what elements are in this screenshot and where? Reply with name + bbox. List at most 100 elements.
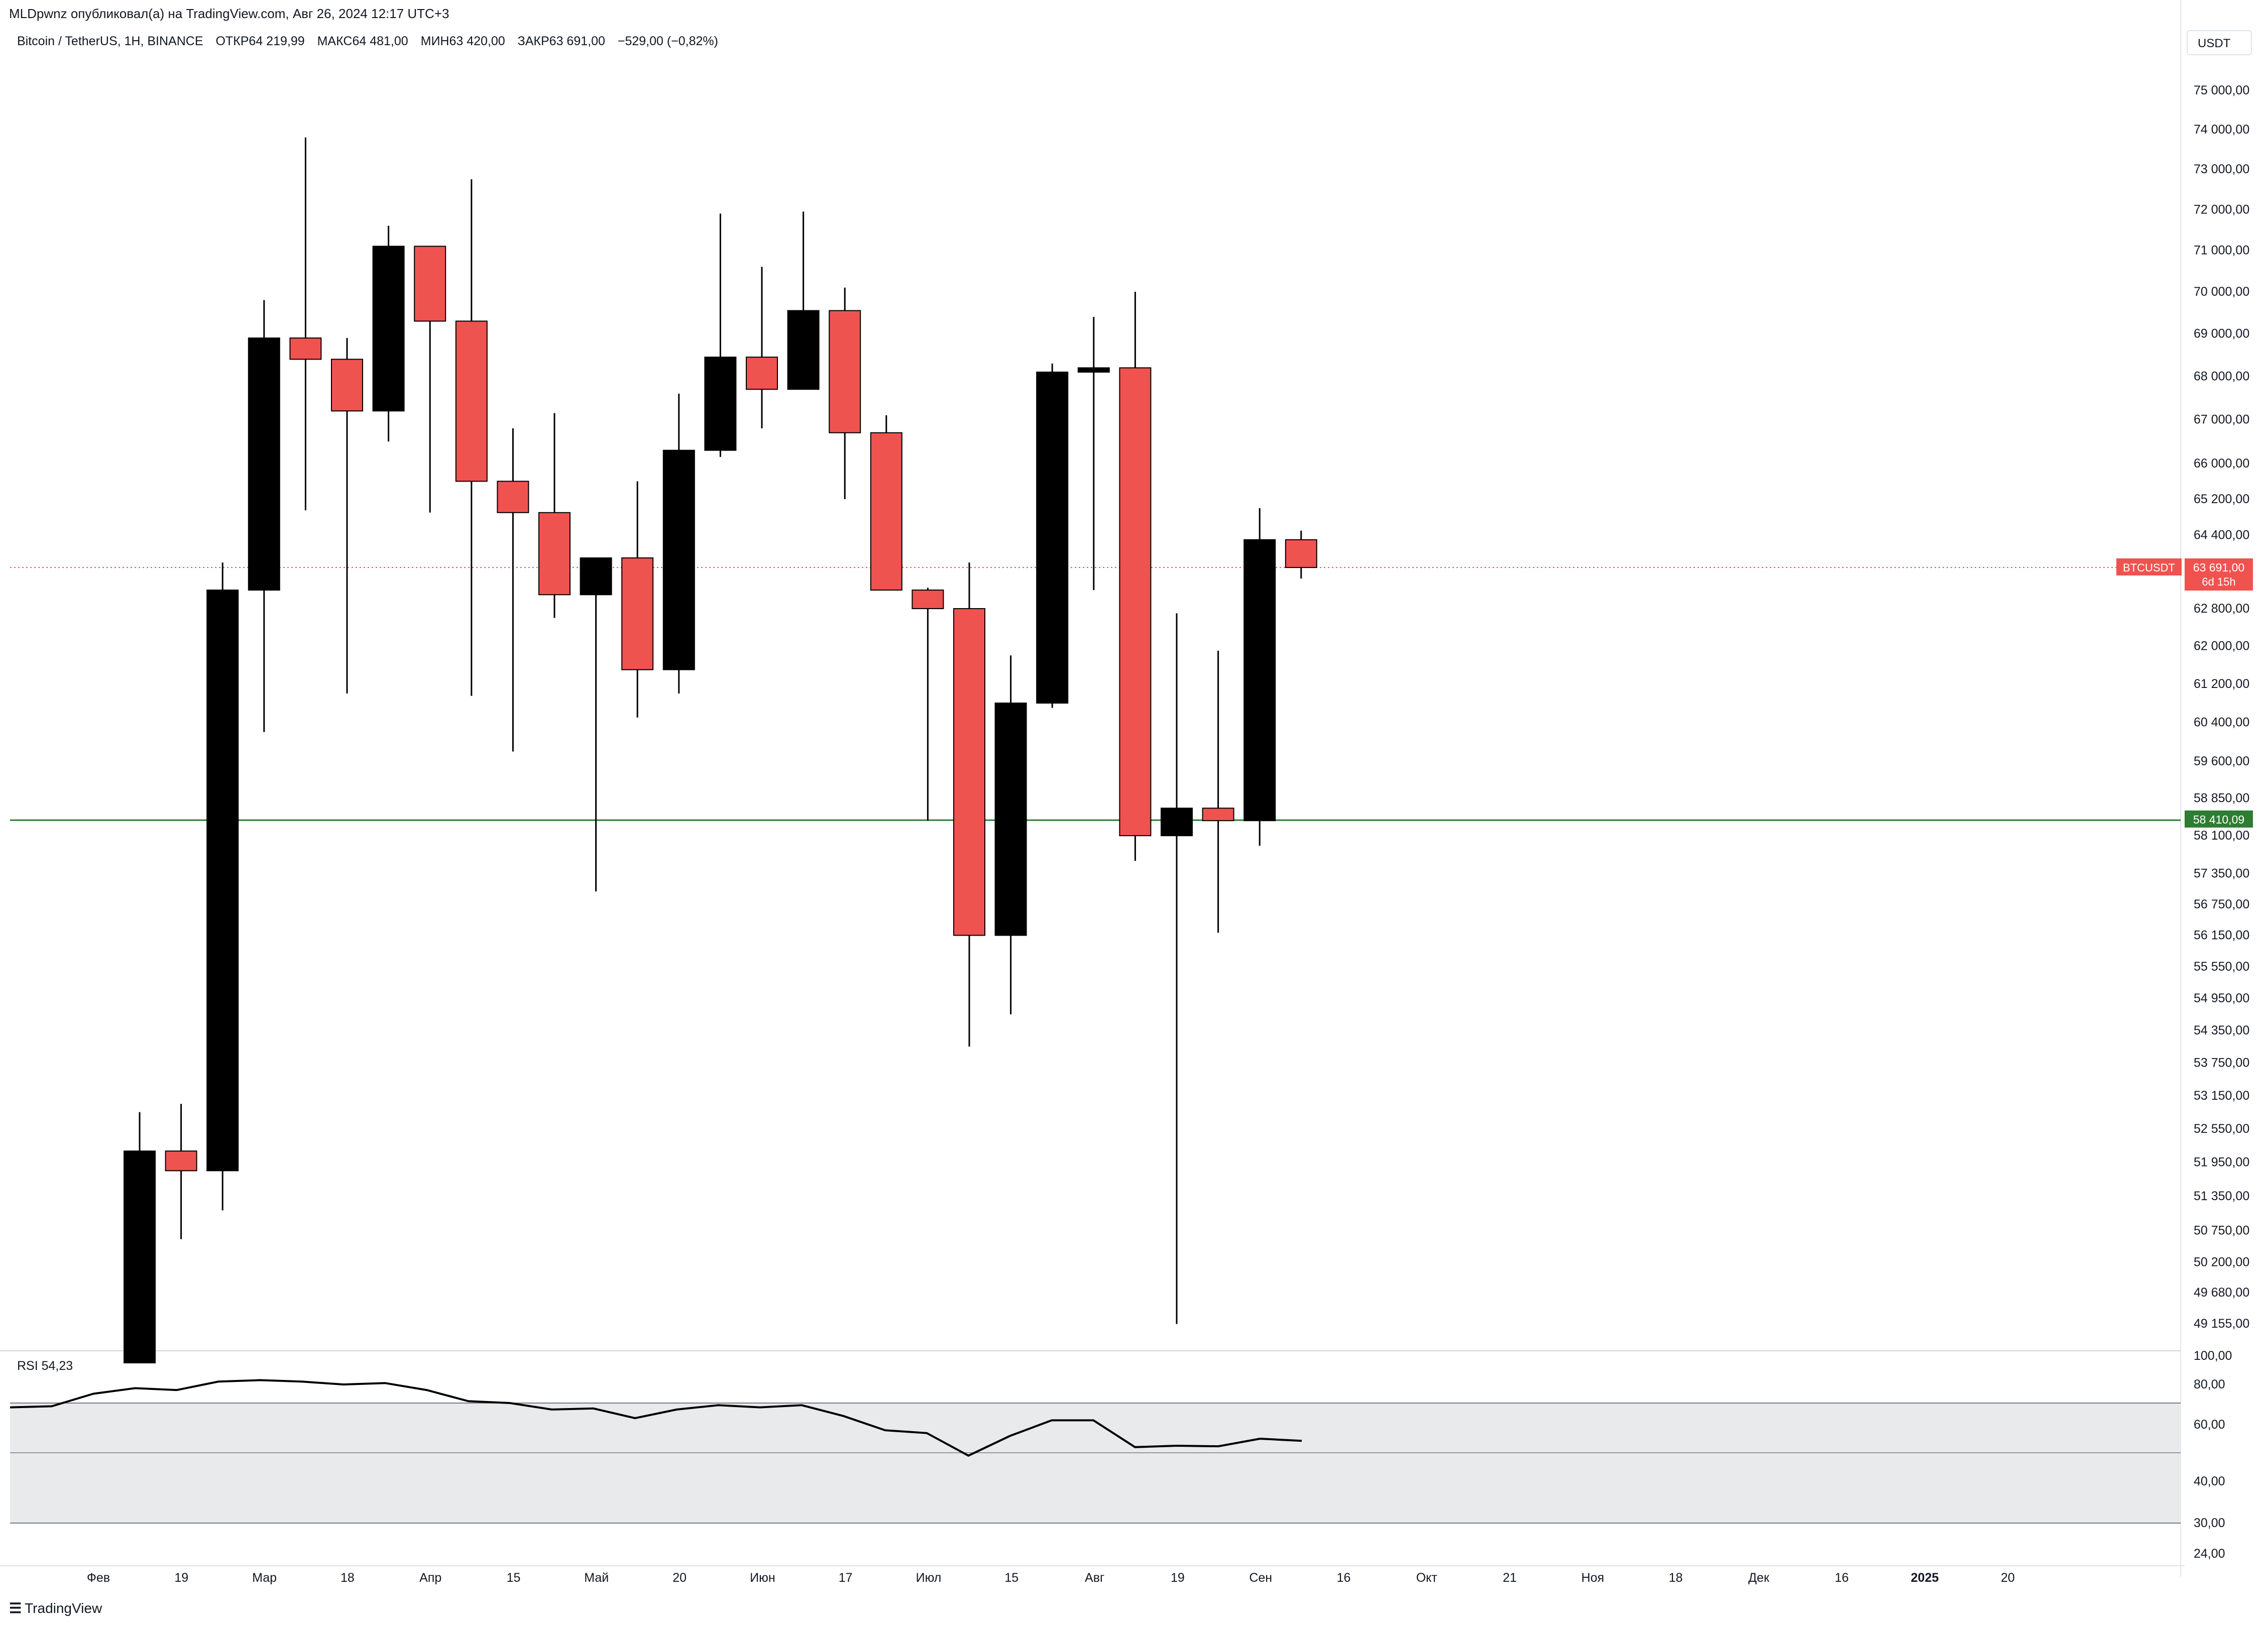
price-tick-label: 61 200,00 — [2194, 677, 2249, 691]
candle-body-down — [746, 357, 778, 390]
candle-body-up — [1036, 372, 1069, 704]
candle-body-down — [1119, 367, 1152, 837]
rsi-tick-label: 100,00 — [2194, 1349, 2232, 1363]
price-tick-label: 51 950,00 — [2194, 1155, 2249, 1170]
candle-body-up — [662, 449, 695, 670]
symbol-legend: Bitcoin / TetherUS, 1Н, BINANCE ОТКР64 2… — [17, 34, 727, 49]
price-tick-label: 52 550,00 — [2194, 1122, 2249, 1136]
tradingview-footer[interactable]: ☰ TradingView — [9, 1600, 102, 1616]
price-tick-label: 75 000,00 — [2194, 83, 2249, 97]
candle-body-down — [455, 320, 488, 482]
price-tag-box — [2185, 558, 2253, 591]
rsi-label[interactable]: RSI 54,23 — [17, 1359, 73, 1373]
time-tick-label: 2025 — [1911, 1571, 1939, 1585]
time-tick-label: Окт — [1416, 1571, 1438, 1585]
symbol-description[interactable]: Bitcoin / TetherUS, 1Н, BINANCE — [17, 34, 203, 48]
price-tick-label: 57 350,00 — [2194, 867, 2249, 881]
price-tick-label: 49 155,00 — [2194, 1317, 2249, 1331]
price-tick-label: 55 550,00 — [2194, 960, 2249, 974]
price-tick-label: 49 680,00 — [2194, 1286, 2249, 1300]
rsi-band-background — [10, 1403, 2181, 1523]
time-tick-label: Апр — [419, 1571, 441, 1585]
candle-body-down — [870, 432, 902, 591]
footer-brand: TradingView — [25, 1600, 102, 1616]
horizontal-levels — [10, 567, 2181, 821]
currency-button[interactable]: USDT — [2187, 30, 2252, 55]
change-value: −529,00 (−0,82%) — [617, 34, 718, 48]
price-axis[interactable]: 75 000,00 74 000,00 73 000,00 72 000,00 71 0… — [2194, 83, 2249, 1331]
chart-frame — [0, 0, 2185, 1577]
price-tick-label: 71 000,00 — [2194, 244, 2249, 258]
price-tick-label: 62 000,00 — [2194, 639, 2249, 653]
price-tick-label: 69 000,00 — [2194, 327, 2249, 341]
candle-body-up — [372, 246, 405, 412]
time-tick-label: 19 — [174, 1571, 188, 1585]
price-tag-value: 63 691,00 — [2193, 561, 2244, 574]
price-tick-label: 53 150,00 — [2194, 1089, 2249, 1103]
price-tick-label: 54 950,00 — [2194, 991, 2249, 1005]
time-tick-label: 15 — [507, 1571, 521, 1585]
price-tag-symbol: BTCUSDT — [2123, 561, 2175, 574]
price-tag-symbol-box — [2116, 558, 2182, 575]
candle-body-down — [165, 1150, 197, 1172]
price-tick-label: 72 000,00 — [2194, 202, 2249, 216]
time-tick-label: Июл — [916, 1571, 942, 1585]
time-tick-label: Май — [584, 1571, 609, 1585]
rsi-tick-label: 40,00 — [2194, 1474, 2225, 1488]
candle-body-up — [124, 1150, 156, 1363]
candle-body-up — [248, 337, 280, 591]
price-tick-label: 50 200,00 — [2194, 1255, 2249, 1269]
price-tick-label: 65 200,00 — [2194, 492, 2249, 506]
candle-body-down — [953, 608, 985, 936]
time-tick-label: 19 — [1171, 1571, 1185, 1585]
level-tag-value: 58 410,09 — [2193, 813, 2244, 826]
price-tick-label: 67 000,00 — [2194, 413, 2249, 427]
time-tick-label: Сен — [1249, 1571, 1272, 1585]
price-tick-label: 66 000,00 — [2194, 456, 2249, 471]
candle-body-down — [1285, 539, 1317, 568]
price-tags: BTCUSDT 63 691,00 6d 15h 58 410,09 — [2116, 558, 2253, 828]
time-tick-label: Июн — [750, 1571, 775, 1585]
candles-layer[interactable] — [124, 137, 1317, 1363]
price-tick-label: 60 400,00 — [2194, 716, 2249, 730]
price-tick-label: 70 000,00 — [2194, 285, 2249, 299]
candle-body-up — [994, 703, 1027, 936]
candle-body-down — [289, 337, 322, 360]
price-tick-label: 54 350,00 — [2194, 1023, 2249, 1037]
candle-body-down — [538, 512, 571, 596]
time-tick-label: Дек — [1748, 1571, 1770, 1585]
price-tick-label: 58 850,00 — [2194, 791, 2249, 805]
price-tick-label: 73 000,00 — [2194, 162, 2249, 176]
low-value: МИН63 420,00 — [420, 34, 505, 48]
price-tick-label: 68 000,00 — [2194, 370, 2249, 384]
price-tick-label: 50 750,00 — [2194, 1223, 2249, 1237]
close-value: ЗАКР63 691,00 — [517, 34, 605, 48]
time-tick-label: 16 — [1835, 1571, 1849, 1585]
candle-body-down — [331, 359, 363, 412]
level-tag-box — [2185, 810, 2253, 828]
rsi-tick-label: 60,00 — [2194, 1418, 2225, 1432]
time-tick-label: 15 — [1004, 1571, 1018, 1585]
time-tick-label: 20 — [2001, 1571, 2015, 1585]
time-tick-label: Авг — [1085, 1571, 1104, 1585]
rsi-tick-label: 80,00 — [2194, 1377, 2225, 1391]
candle-body-up — [580, 557, 612, 596]
time-axis[interactable]: Фев 19 Мар 18 Апр 15 Май 20 Июн 17 Июл 15 Авг 19 Сен 16… — [87, 1571, 2015, 1585]
open-value: ОТКР64 219,99 — [215, 34, 305, 48]
price-tick-label: 64 400,00 — [2194, 528, 2249, 542]
candle-body-down — [1202, 807, 1234, 822]
candle-body-down — [414, 246, 446, 322]
candle-body-up — [206, 590, 239, 1172]
candle-body-up — [1243, 539, 1276, 822]
tradingview-logo-icon: ☰ — [9, 1600, 22, 1616]
price-tick-label: 58 100,00 — [2194, 829, 2249, 843]
price-tick-label: 56 750,00 — [2194, 897, 2249, 911]
rsi-tick-label: 24,00 — [2194, 1547, 2225, 1561]
price-tick-label: 59 600,00 — [2194, 754, 2249, 768]
candle-body-up — [787, 310, 820, 390]
rsi-pane[interactable]: 100,00 80,00 60,00 40,00 30,00 24,00 — [10, 1349, 2232, 1561]
time-tick-label: 16 — [1337, 1571, 1351, 1585]
time-tick-label: Ноя — [1581, 1571, 1605, 1585]
time-tick-label: Мар — [252, 1571, 277, 1585]
